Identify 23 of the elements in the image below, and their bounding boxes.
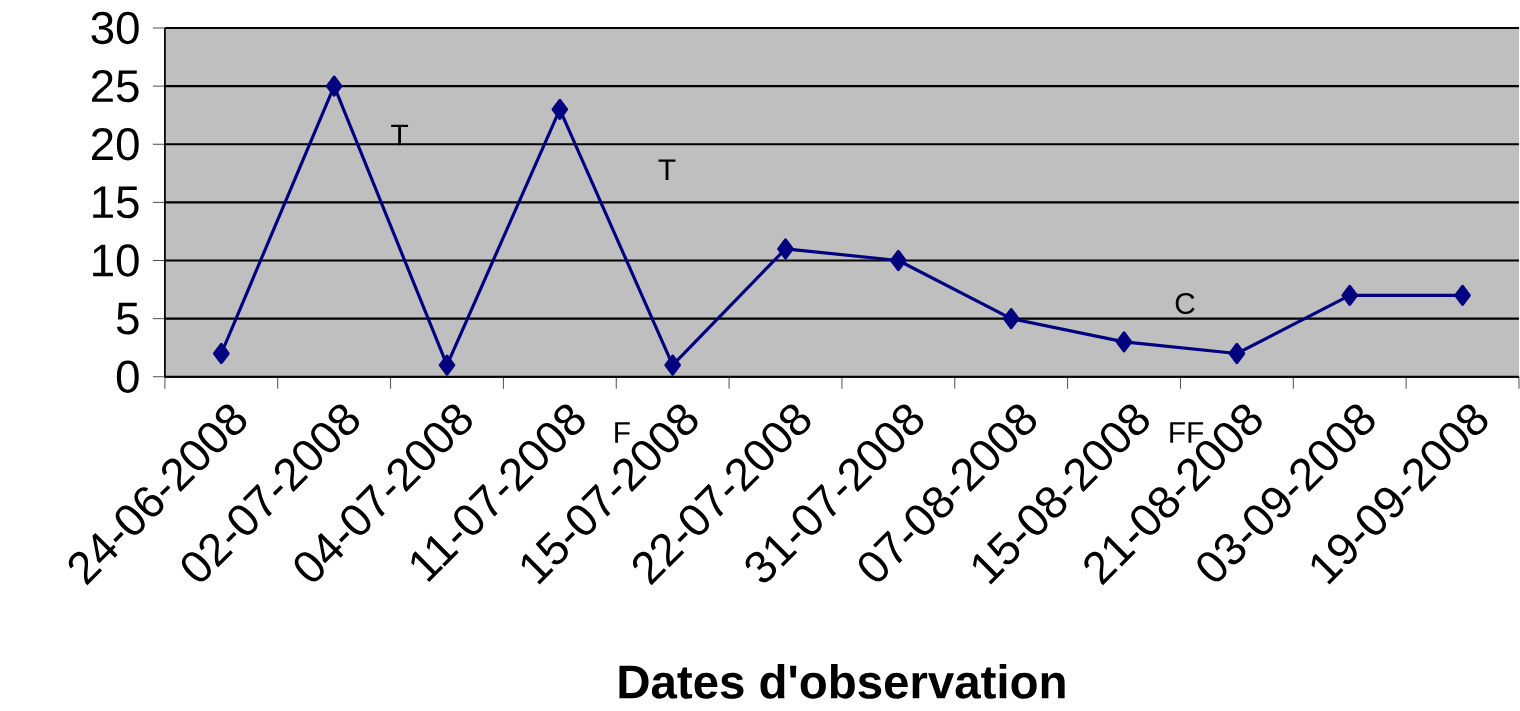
y-tick-label: 5: [116, 302, 139, 335]
y-tick-label: 20: [92, 128, 139, 161]
point: [777, 238, 794, 260]
y-tick-label: 15: [93, 186, 139, 219]
point: [890, 250, 907, 272]
point: [1341, 285, 1359, 307]
point: [325, 75, 343, 97]
point: [664, 354, 681, 376]
annotation: T: [391, 124, 409, 146]
y-tick-label: 0: [116, 360, 139, 394]
y-tick-label: 25: [92, 70, 139, 103]
point: [438, 354, 456, 376]
annotation: C: [1175, 293, 1195, 315]
point: [212, 343, 230, 365]
annotation: T: [658, 159, 676, 181]
x-axis-title: Dates d'observation: [619, 664, 1065, 700]
y-tick-label: 10: [93, 244, 139, 277]
point: [1002, 308, 1020, 330]
point: [1454, 285, 1471, 307]
point: [551, 99, 569, 121]
point: [1228, 343, 1246, 365]
point: [1115, 331, 1133, 353]
y-tick-label: 30: [91, 12, 139, 45]
